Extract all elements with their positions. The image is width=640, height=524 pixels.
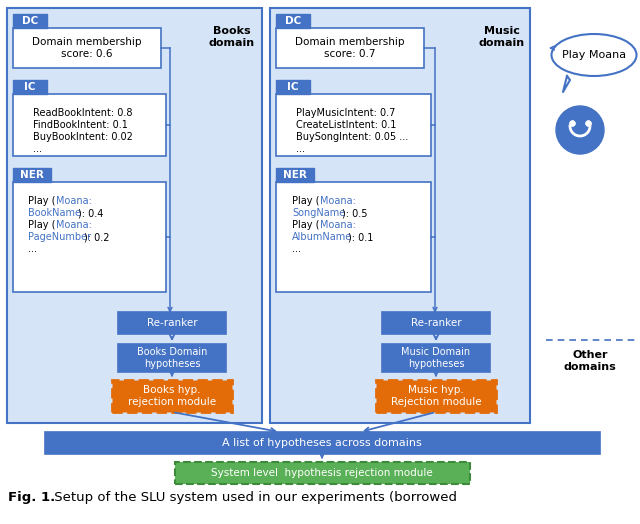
Text: ): 0.1: ): 0.1 bbox=[348, 232, 373, 242]
FancyBboxPatch shape bbox=[270, 8, 530, 423]
FancyBboxPatch shape bbox=[13, 168, 51, 182]
Text: Other
domains: Other domains bbox=[564, 350, 616, 372]
FancyBboxPatch shape bbox=[118, 344, 226, 372]
Text: Domain membership
score: 0.7: Domain membership score: 0.7 bbox=[295, 37, 404, 59]
FancyBboxPatch shape bbox=[45, 432, 600, 454]
Text: CreateListIntent: 0.1: CreateListIntent: 0.1 bbox=[296, 120, 396, 130]
Text: PlayMusicIntent: 0.7: PlayMusicIntent: 0.7 bbox=[296, 108, 396, 118]
FancyBboxPatch shape bbox=[376, 380, 496, 412]
Polygon shape bbox=[563, 76, 570, 92]
Text: A list of hypotheses across domains: A list of hypotheses across domains bbox=[222, 438, 422, 448]
FancyBboxPatch shape bbox=[13, 182, 166, 292]
FancyBboxPatch shape bbox=[382, 344, 490, 372]
FancyBboxPatch shape bbox=[276, 94, 431, 156]
Text: BuySongIntent: 0.05 ...: BuySongIntent: 0.05 ... bbox=[296, 132, 408, 142]
Ellipse shape bbox=[552, 34, 637, 76]
Text: Books Domain
hypotheses: Books Domain hypotheses bbox=[137, 347, 207, 369]
Text: BuyBookIntent: 0.02: BuyBookIntent: 0.02 bbox=[33, 132, 133, 142]
Text: Moana:: Moana: bbox=[320, 196, 356, 206]
Text: DC: DC bbox=[22, 16, 38, 26]
Text: Music Domain
hypotheses: Music Domain hypotheses bbox=[401, 347, 470, 369]
Text: ): 0.2: ): 0.2 bbox=[84, 232, 109, 242]
Text: System level  hypothesis rejection module: System level hypothesis rejection module bbox=[211, 468, 433, 478]
FancyBboxPatch shape bbox=[175, 462, 470, 484]
Text: DC: DC bbox=[285, 16, 301, 26]
Text: FindBookIntent: 0.1: FindBookIntent: 0.1 bbox=[33, 120, 128, 130]
Text: SongName: SongName bbox=[292, 208, 345, 218]
Text: Play (: Play ( bbox=[292, 196, 319, 206]
Text: Domain membership
score: 0.6: Domain membership score: 0.6 bbox=[32, 37, 141, 59]
Text: Play Moana: Play Moana bbox=[562, 50, 626, 60]
FancyBboxPatch shape bbox=[276, 168, 314, 182]
Text: PageNumber: PageNumber bbox=[28, 232, 91, 242]
Text: AlbumName: AlbumName bbox=[292, 232, 352, 242]
FancyBboxPatch shape bbox=[276, 182, 431, 292]
Circle shape bbox=[556, 106, 604, 154]
FancyBboxPatch shape bbox=[13, 94, 166, 156]
Text: NER: NER bbox=[283, 170, 307, 180]
Text: Books
domain: Books domain bbox=[209, 26, 255, 48]
Text: Books hyp.
rejection module: Books hyp. rejection module bbox=[128, 385, 216, 407]
Text: Moana:: Moana: bbox=[56, 196, 92, 206]
Text: Setup of the SLU system used in our experiments (borrowed: Setup of the SLU system used in our expe… bbox=[50, 492, 457, 505]
Text: Fig. 1.: Fig. 1. bbox=[8, 492, 55, 505]
FancyBboxPatch shape bbox=[13, 80, 47, 94]
Text: Music hyp.
Rejection module: Music hyp. Rejection module bbox=[390, 385, 481, 407]
Text: NER: NER bbox=[20, 170, 44, 180]
Text: Moana:: Moana: bbox=[320, 220, 356, 230]
Text: IC: IC bbox=[24, 82, 36, 92]
FancyBboxPatch shape bbox=[118, 312, 226, 334]
FancyBboxPatch shape bbox=[276, 14, 310, 28]
Text: BookName: BookName bbox=[28, 208, 81, 218]
Text: Play (: Play ( bbox=[28, 220, 56, 230]
FancyBboxPatch shape bbox=[382, 312, 490, 334]
Text: Play (: Play ( bbox=[28, 196, 56, 206]
FancyBboxPatch shape bbox=[276, 28, 424, 68]
Text: Moana:: Moana: bbox=[56, 220, 92, 230]
FancyBboxPatch shape bbox=[13, 28, 161, 68]
FancyBboxPatch shape bbox=[276, 80, 310, 94]
Text: ...: ... bbox=[28, 244, 37, 254]
Text: ReadBookIntent: 0.8: ReadBookIntent: 0.8 bbox=[33, 108, 132, 118]
FancyBboxPatch shape bbox=[13, 14, 47, 28]
Text: ...: ... bbox=[292, 244, 301, 254]
Text: ...: ... bbox=[296, 144, 305, 154]
Text: Music
domain: Music domain bbox=[479, 26, 525, 48]
FancyBboxPatch shape bbox=[112, 380, 232, 412]
Text: IC: IC bbox=[287, 82, 299, 92]
Text: Play (: Play ( bbox=[292, 220, 319, 230]
Text: Re-ranker: Re-ranker bbox=[147, 318, 197, 328]
Text: ): 0.4: ): 0.4 bbox=[78, 208, 104, 218]
Text: ...: ... bbox=[33, 144, 42, 154]
Text: ): 0.5: ): 0.5 bbox=[342, 208, 367, 218]
FancyBboxPatch shape bbox=[7, 8, 262, 423]
Text: Re-ranker: Re-ranker bbox=[411, 318, 461, 328]
